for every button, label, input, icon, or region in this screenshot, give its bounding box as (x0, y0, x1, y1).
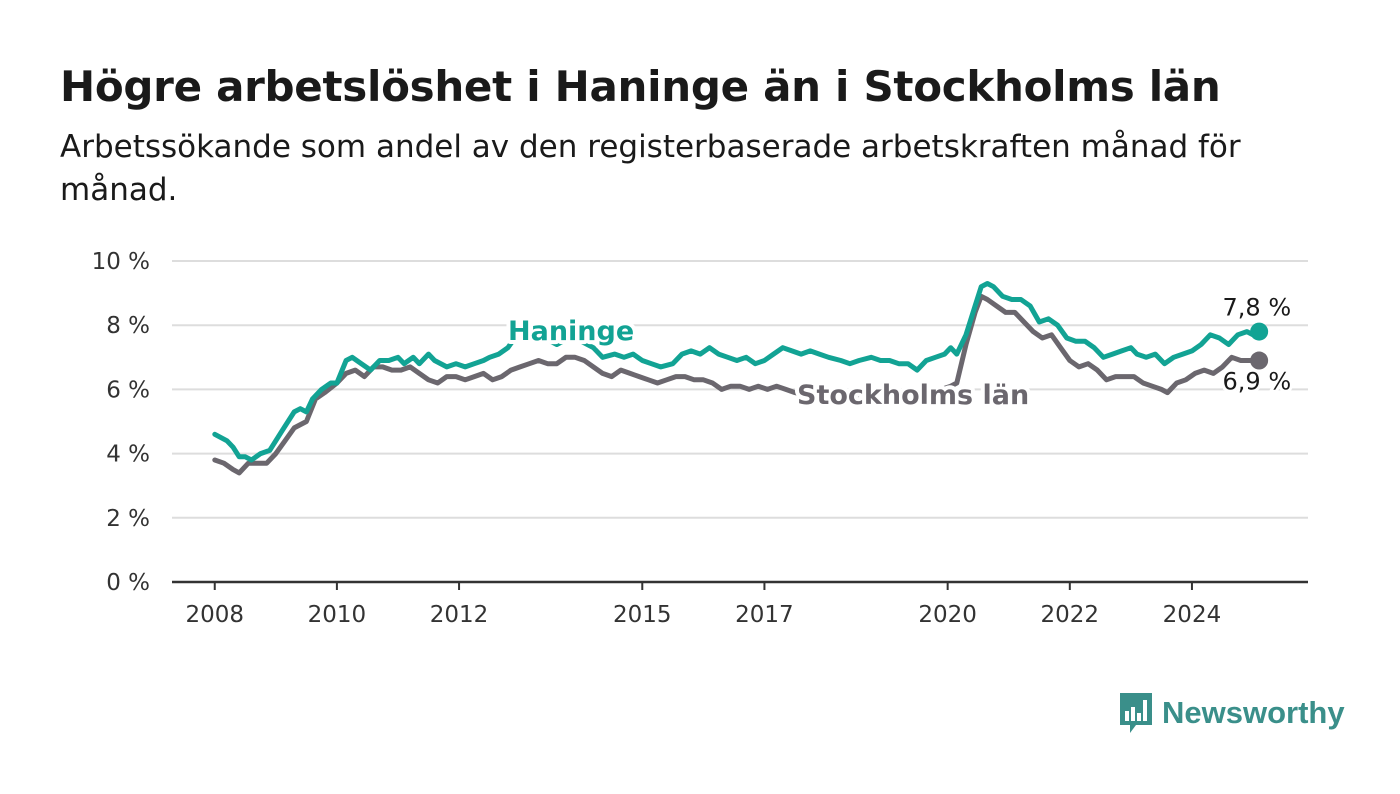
x-tick-label: 2020 (918, 602, 977, 628)
newsworthy-logo: Newsworthy (1118, 690, 1345, 736)
x-axis-ticks: 2008 2010 2012 2015 2017 2020 2022 2024 (185, 582, 1221, 628)
series-lines (212, 281, 1269, 476)
series-label-stockholm: Stockholms län (797, 380, 1029, 411)
bar-chart-speech-bubble-icon (1120, 693, 1152, 733)
y-tick-label: 8 % (106, 313, 150, 339)
end-value-label-stockholm: 6,9 % (1223, 368, 1292, 396)
y-tick-label: 6 % (106, 377, 150, 403)
x-tick-label: 2010 (308, 602, 367, 628)
brand-name: Newsworthy (1162, 695, 1345, 730)
x-tick-label: 2015 (613, 602, 672, 628)
series-label-haninge: Haninge (508, 316, 634, 347)
line-chart: 0 % 2 % 4 % 6 % 8 % 10 % 2008 2010 2012 2015 2017… (92, 249, 1308, 628)
y-tick-label: 4 % (106, 442, 150, 468)
chart-title: Högre arbetslöshet i Haninge än i Stockh… (60, 62, 1221, 111)
end-point-marker (1250, 322, 1269, 341)
y-tick-label: 10 % (92, 249, 150, 275)
series-line-haninge (212, 281, 1262, 463)
x-tick-label: 2008 (185, 602, 244, 628)
chart-subtitle: Arbetssökande som andel av den registerb… (60, 129, 1241, 208)
x-tick-label: 2022 (1041, 602, 1100, 628)
y-tick-label: 2 % (106, 506, 150, 532)
y-tick-label: 0 % (106, 570, 150, 596)
series-line-stockholm (212, 293, 1262, 476)
end-point-marker (1250, 351, 1269, 370)
y-axis-ticks: 0 % 2 % 4 % 6 % 8 % 10 % (92, 249, 150, 596)
x-tick-label: 2017 (735, 602, 794, 628)
series-labels: Haninge Stockholms län 7,8 % 6,9 % (504, 291, 1294, 415)
x-tick-label: 2024 (1163, 602, 1222, 628)
x-tick-label: 2012 (430, 602, 489, 628)
end-value-label-haninge: 7,8 % (1223, 294, 1292, 322)
grid-lines (172, 260, 1308, 584)
